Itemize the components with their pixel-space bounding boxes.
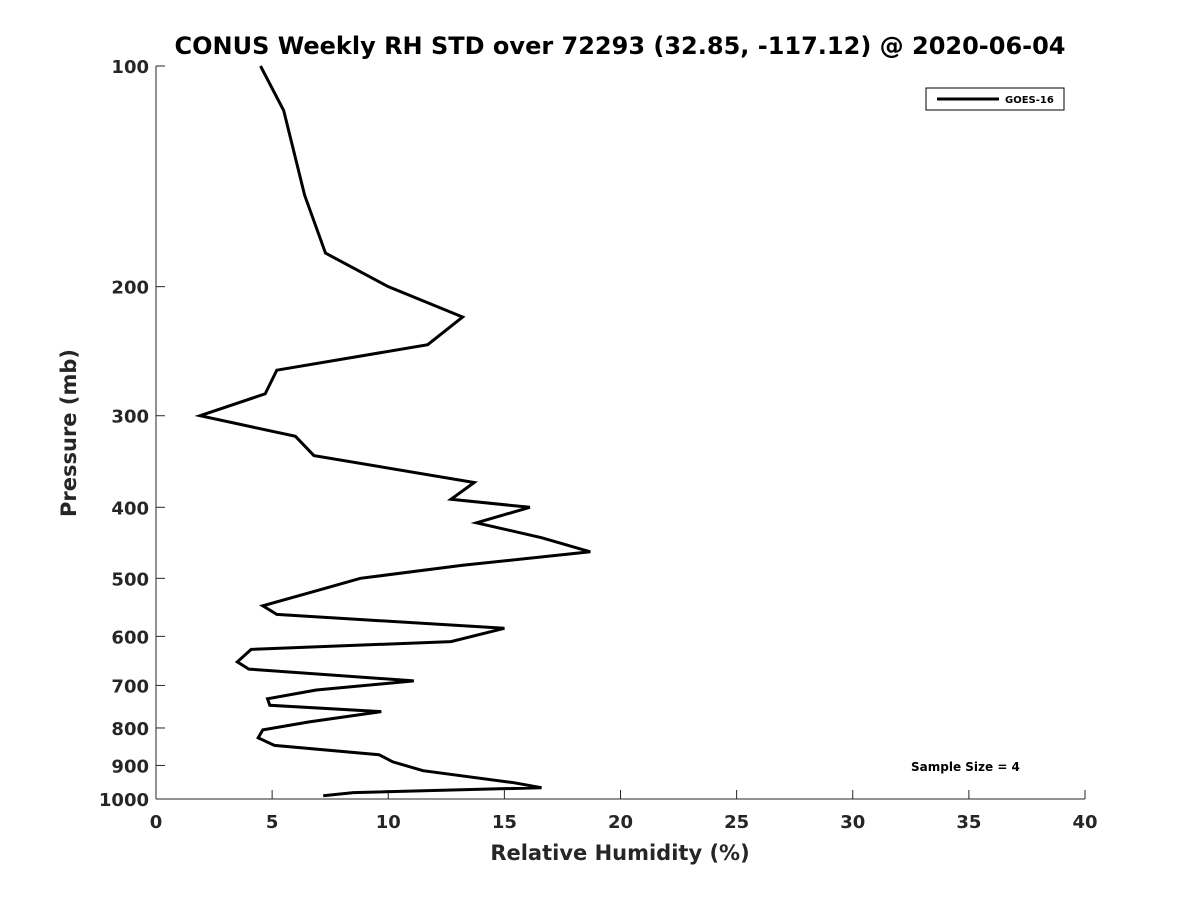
x-tick-label: 40 (1072, 812, 1097, 833)
x-tick-label: 30 (840, 812, 865, 833)
chart-title: CONUS Weekly RH STD over 72293 (32.85, -… (174, 32, 1065, 60)
legend-label-goes-16: GOES-16 (1005, 95, 1054, 106)
x-tick-label: 10 (376, 812, 401, 833)
x-tick-label: 25 (724, 812, 749, 833)
x-tick-label: 35 (956, 812, 981, 833)
y-tick-label: 600 (111, 627, 149, 648)
legend: GOES-16 (925, 87, 1065, 111)
plot-area (194, 65, 591, 798)
x-tick-label: 5 (266, 812, 279, 833)
x-tick-label: 20 (608, 812, 633, 833)
y-tick-label: 1000 (99, 790, 149, 811)
y-tick-label: 900 (111, 756, 149, 777)
y-axis-label: Pressure (mb) (57, 349, 81, 517)
x-tick-label: 0 (150, 812, 163, 833)
x-tick-label: 15 (492, 812, 517, 833)
y-tick-label: 400 (111, 498, 149, 519)
series-line-goes-16 (194, 65, 591, 798)
y-tick-label: 100 (111, 57, 149, 78)
x-axis-label: Relative Humidity (%) (490, 841, 749, 865)
sample-size-annotation: Sample Size = 4 (911, 760, 1020, 774)
y-tick-label: 500 (111, 569, 149, 590)
y-tick-label: 300 (111, 407, 149, 428)
y-tick-label: 800 (111, 719, 149, 740)
y-tick-label: 700 (111, 676, 149, 697)
axes: 0 5 10 15 20 25 30 35 40 100 200 300 400 500 600 700 800… (99, 57, 1098, 833)
y-tick-label: 200 (111, 278, 149, 299)
